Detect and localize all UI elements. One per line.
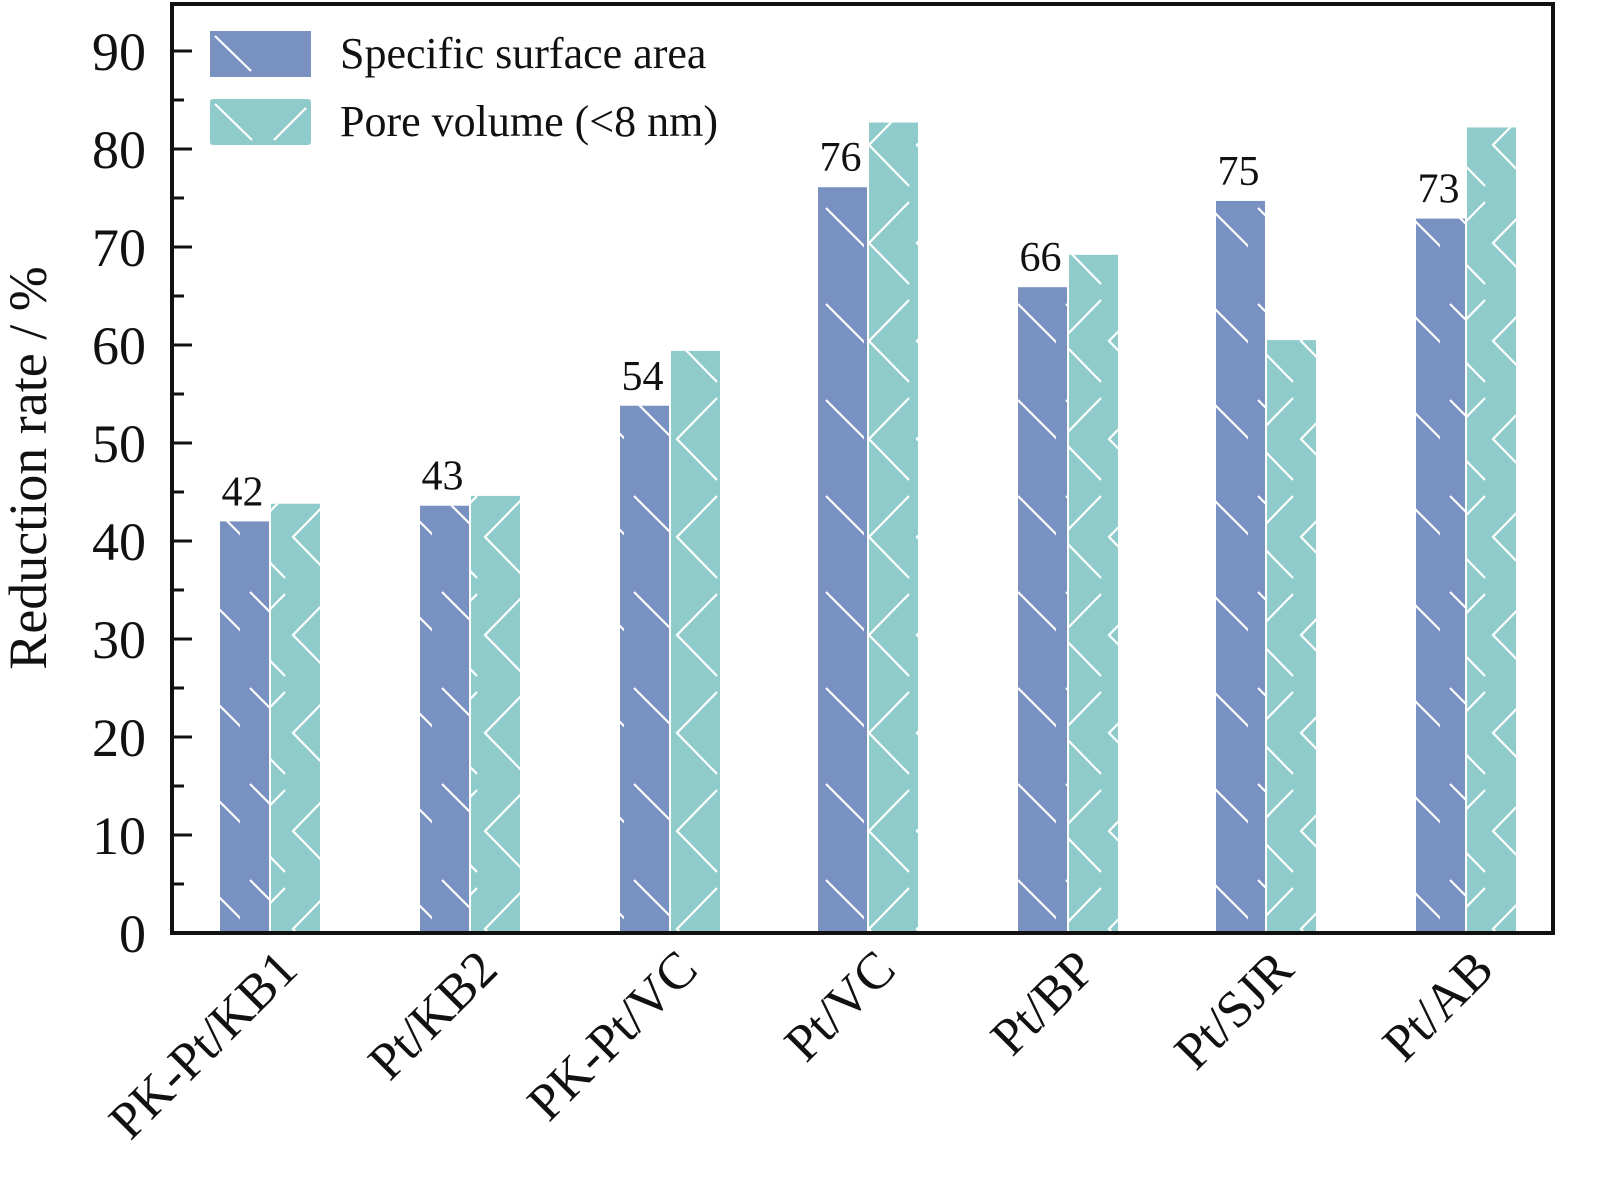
bar-hatch	[220, 521, 269, 933]
bar-group: 43	[420, 454, 520, 933]
bar-hatch	[1467, 127, 1516, 933]
bar-group: 42	[220, 469, 320, 933]
legend-label: Specific surface area	[340, 29, 706, 78]
legend-swatch	[210, 31, 311, 77]
data-label: 75	[1218, 149, 1260, 195]
bar-group: 73	[1416, 127, 1516, 933]
y-tick-label: 20	[92, 708, 146, 768]
y-tick-label: 40	[92, 512, 146, 572]
legend-swatch	[210, 99, 311, 145]
y-tick-label: 30	[92, 610, 146, 670]
data-label: 66	[1020, 235, 1062, 281]
y-tick-label: 0	[119, 904, 146, 964]
x-tick-label: Pt/BP	[980, 940, 1106, 1066]
plot-frame	[170, 2, 1555, 935]
bar-group: 75	[1216, 149, 1316, 934]
bar-hatch	[1018, 287, 1067, 933]
x-tick-label: Pt/KB2	[358, 940, 509, 1091]
legend-hatch	[214, 35, 252, 72]
data-label: 42	[222, 469, 264, 515]
bar-hatch	[671, 350, 720, 933]
x-tick-label: Pt/VC	[774, 940, 906, 1072]
legend: Specific surface area Pore volume (<8 nm)	[210, 29, 718, 146]
bar-hatch	[818, 187, 867, 934]
y-tick-label: 80	[92, 120, 146, 180]
bar-hatch	[1216, 200, 1265, 933]
bar-hatch	[471, 495, 520, 933]
y-axis-label: Reduction rate / %	[0, 266, 58, 669]
x-tick-label: PK-Pt/KB1	[99, 940, 309, 1150]
y-tick-label: 10	[92, 806, 146, 866]
y-tick-label: 90	[92, 22, 146, 82]
y-tick-label: 60	[92, 316, 146, 376]
data-label: 54	[622, 354, 664, 400]
legend-item: Specific surface area	[210, 29, 706, 78]
data-label: 76	[820, 135, 862, 181]
bar-hatch	[869, 122, 918, 934]
legend-hatch	[214, 103, 253, 141]
bar-hatch	[271, 503, 320, 933]
x-tick-label: Pt/AB	[1372, 940, 1504, 1072]
legend-item: Pore volume (<8 nm)	[210, 97, 718, 146]
x-tick-label: Pt/SJR	[1164, 940, 1305, 1081]
y-tick-label: 70	[92, 218, 146, 278]
data-label: 43	[422, 454, 464, 500]
bar-hatch	[620, 405, 669, 933]
bar-group: 66	[1018, 235, 1118, 934]
bar-hatch	[1267, 340, 1316, 934]
bar-group: 54	[620, 350, 720, 933]
legend-label: Pore volume (<8 nm)	[340, 97, 718, 146]
data-label: 73	[1418, 167, 1460, 213]
y-tick-label: 50	[92, 414, 146, 474]
bar-hatch	[420, 505, 469, 933]
bar-group: 76	[818, 122, 918, 934]
bar-hatch	[1416, 218, 1465, 933]
bars-layer: 42 43 54 76 66 75 73	[220, 122, 1516, 934]
bar-hatch	[1069, 254, 1118, 934]
legend-hatch	[273, 107, 307, 141]
x-tick-label: PK-Pt/VC	[517, 940, 709, 1132]
